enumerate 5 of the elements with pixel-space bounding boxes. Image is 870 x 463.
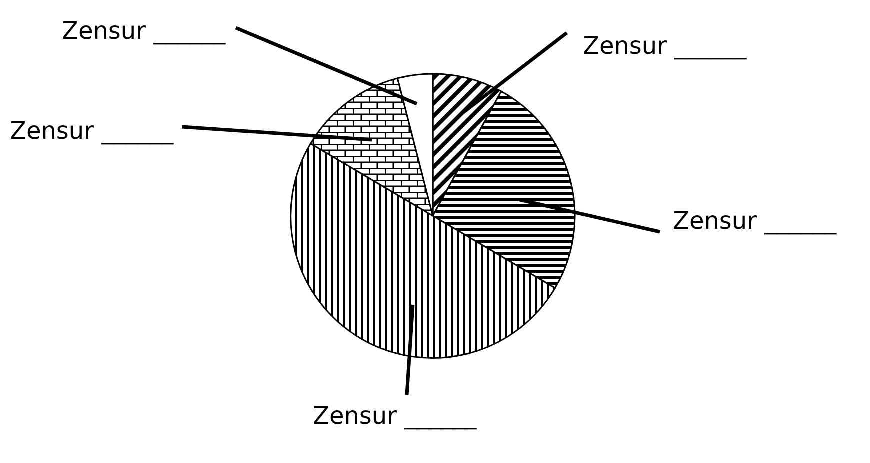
slice-label: Zensur ______ [583, 32, 748, 60]
slice-label: Zensur ______ [673, 207, 838, 235]
slice-label: Zensur ______ [10, 117, 175, 145]
slice-label: Zensur ______ [313, 402, 478, 430]
slice-label: Zensur ______ [62, 17, 227, 45]
